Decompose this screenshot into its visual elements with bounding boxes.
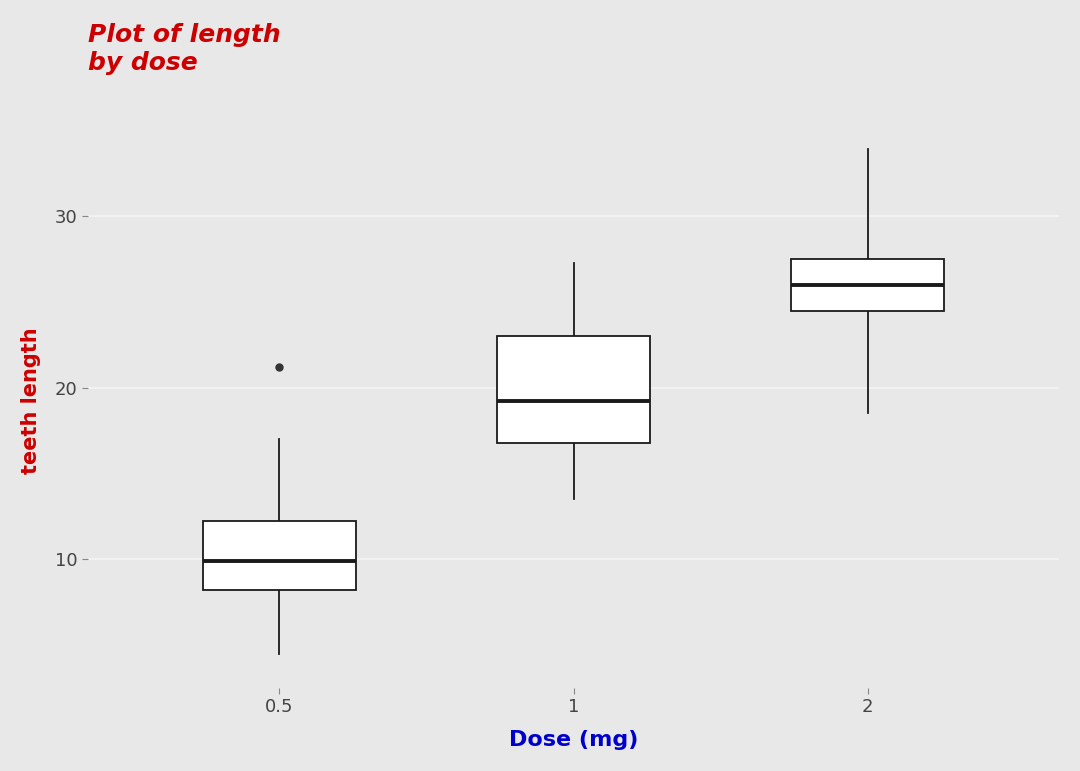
X-axis label: Dose (mg): Dose (mg) xyxy=(509,730,638,750)
Bar xyxy=(497,336,650,443)
Y-axis label: teeth length: teeth length xyxy=(21,328,41,474)
Bar xyxy=(792,259,944,311)
Bar xyxy=(203,520,355,590)
Text: Plot of length
by dose: Plot of length by dose xyxy=(87,23,281,75)
